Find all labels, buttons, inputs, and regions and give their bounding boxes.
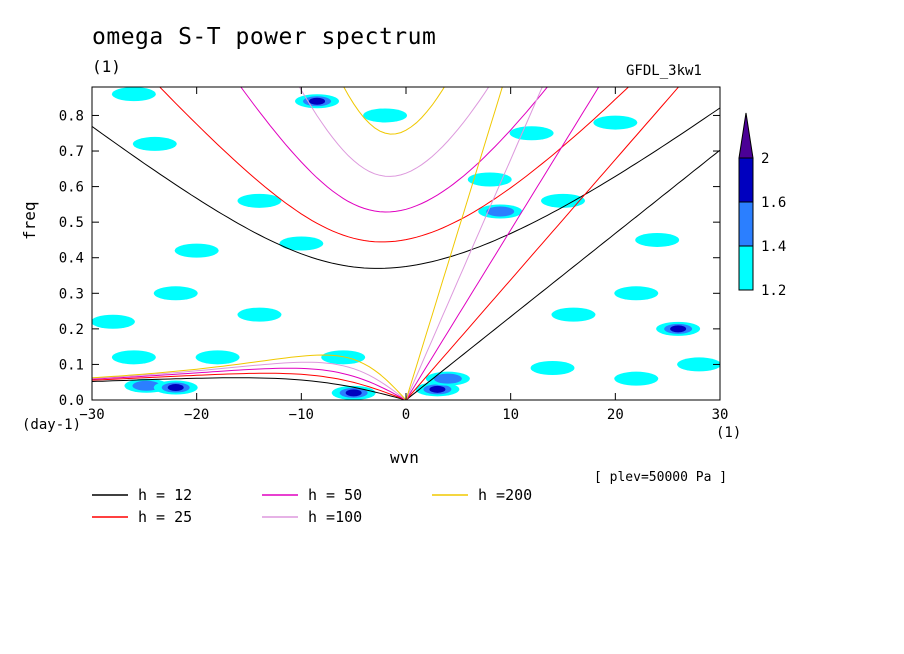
dispersion-curve-h100 [298, 87, 490, 177]
colorbar-label: 1.2 [761, 283, 786, 299]
contour-region [614, 286, 659, 301]
contour-region-core [486, 206, 515, 217]
contour-region [551, 307, 596, 322]
pressure-level-note: [ plev=50000 Pa ] [594, 470, 728, 485]
contour-region [111, 350, 156, 365]
colorbar: 1.2 1.4 1.6 2 [738, 112, 786, 299]
dispersion-curve-h50 [92, 367, 407, 400]
y-tick-label: 0.7 [59, 144, 84, 160]
contour-region-peak [670, 325, 687, 333]
y-tick-label: 0.0 [59, 393, 84, 409]
contour-region [509, 126, 554, 141]
contour-region [593, 115, 638, 130]
contour-region [237, 307, 282, 322]
y-axis-unit: (day-1) [22, 417, 82, 433]
legend-label: h =200 [478, 486, 532, 504]
contour-region-core [132, 380, 161, 391]
x-tick-label: −20 [184, 407, 209, 423]
x-tick-label: 30 [712, 407, 729, 423]
contour-region [614, 371, 659, 386]
chart-title: omega S-T power spectrum [92, 24, 437, 50]
colorbar-segment [738, 157, 754, 203]
dispersion-curve-h12 [405, 149, 720, 400]
contour-region [279, 236, 324, 251]
contour-region [635, 232, 680, 247]
contour-region [677, 357, 720, 372]
y-tick-label: 0.3 [59, 286, 84, 302]
contour-region [541, 193, 585, 208]
x-tick-label: −30 [79, 407, 104, 423]
colorbar-segment [738, 245, 754, 291]
contour-region-peak [167, 384, 184, 392]
colorbar-label: 2 [761, 151, 769, 167]
y-axis-ticks: 0.0 0.1 0.2 0.3 0.4 0.5 0.6 0.7 0.8 [59, 108, 720, 409]
contour-region [237, 193, 282, 208]
y-tick-label: 0.6 [59, 180, 84, 196]
legend-label: h = 12 [138, 486, 192, 504]
dispersion-curve-h25 [92, 372, 407, 400]
x-axis-label: wvn [390, 448, 419, 467]
contour-regions [92, 87, 720, 400]
y-tick-label: 0.1 [59, 357, 84, 373]
contour-region [92, 314, 135, 329]
contour-region [132, 136, 177, 151]
dispersion-curve-h12 [92, 107, 720, 269]
legend: h = 12 h = 25 h = 50 h =100 h =200 [92, 486, 532, 526]
x-tick-label: −10 [289, 407, 314, 423]
dispersion-curve-h100 [92, 361, 407, 400]
dispersion-curve-h25 [159, 87, 630, 243]
dispersion-curve-h50 [240, 87, 548, 213]
x-axis-unit: (1) [716, 425, 742, 441]
contour-region [153, 286, 198, 301]
y-tick-label: 0.4 [59, 251, 84, 267]
legend-label: h =100 [308, 508, 362, 526]
dispersion-curves [92, 87, 720, 400]
contour-region [111, 87, 156, 102]
contour-region-peak [309, 97, 326, 105]
colorbar-label: 1.4 [761, 239, 786, 255]
dispersion-curve-h200 [405, 87, 503, 400]
contour-region-core [433, 373, 462, 384]
contour-region [363, 108, 408, 123]
y-tick-label: 0.5 [59, 215, 84, 231]
dispersion-curve-h12 [92, 377, 407, 400]
contour-region-peak [345, 389, 362, 397]
plot-frame [91, 86, 721, 401]
dispersion-curve-h50 [405, 87, 600, 400]
legend-label: h = 25 [138, 508, 192, 526]
y-tick-label: 0.2 [59, 322, 84, 338]
dispersion-curve-h200 [343, 87, 445, 135]
contour-region-peak [429, 385, 446, 393]
model-label: GFDL_3kw1 [626, 63, 702, 79]
contour-region [174, 243, 219, 258]
colorbar-segment [738, 201, 754, 247]
legend-label: h = 50 [308, 486, 362, 504]
contour-region [195, 350, 240, 365]
dispersion-curve-h200 [92, 354, 407, 400]
dispersion-curve-h25 [405, 87, 680, 400]
x-axis-ticks: −30 −20 −10 0 10 20 30 [79, 87, 728, 423]
y-tick-label: 0.8 [59, 108, 84, 124]
x-tick-label: 20 [607, 407, 624, 423]
dispersion-curve-h100 [405, 87, 543, 400]
chart-subtitle: (1) [92, 57, 121, 76]
contour-region [530, 360, 575, 375]
x-tick-label: 0 [402, 407, 410, 423]
colorbar-label: 1.6 [761, 195, 786, 211]
x-tick-label: 10 [502, 407, 519, 423]
colorbar-arrow [738, 112, 754, 159]
contour-region [321, 350, 366, 365]
